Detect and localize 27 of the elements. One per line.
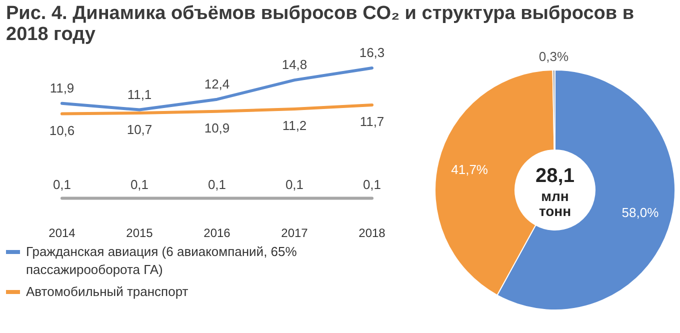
data-label: 10,6: [49, 122, 75, 138]
x-tick-label: 2016: [204, 226, 231, 240]
data-label: 41,7%: [451, 162, 488, 177]
data-label: 0,1: [208, 177, 226, 192]
data-label: 11,2: [282, 118, 307, 133]
data-label: 10,7: [126, 122, 152, 138]
x-tick-label: 2018: [358, 226, 386, 240]
data-label: 0,1: [130, 177, 149, 192]
data-label: 11,1: [127, 86, 152, 102]
data-label: 0,1: [362, 177, 382, 192]
data-label: 11,7: [360, 114, 384, 129]
data-label: 0,1: [52, 177, 72, 192]
x-tick-label: 2015: [126, 226, 154, 240]
data-label: 12,4: [204, 76, 230, 92]
x-tick-label: 2014: [48, 226, 76, 240]
chart-title: Рис. 4. Динамика объёмов выбросов CO₂ и структура выбросов в 2018 году: [6, 3, 634, 45]
data-label: 0,1: [285, 177, 304, 192]
data-label: 0,3%: [538, 49, 569, 64]
data-label: 16,3: [359, 45, 385, 60]
data-label: 14,8: [282, 57, 308, 72]
data-label: 11,9: [50, 80, 74, 96]
data-label: 10,9: [204, 120, 230, 136]
legend-label: Гражданская авиация (6 авиакомпаний, 65% пассажирооборота ГА): [26, 244, 298, 277]
legend-label: Автомобильный транспорт: [26, 284, 188, 299]
data-label: 58,0%: [622, 204, 660, 220]
x-tick-label: 2017: [281, 226, 308, 240]
text: 28,1 млн тонн: [536, 165, 574, 219]
